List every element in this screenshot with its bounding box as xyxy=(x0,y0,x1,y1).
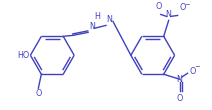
Text: O: O xyxy=(180,3,186,12)
Text: N: N xyxy=(89,22,95,31)
Text: −: − xyxy=(195,64,200,70)
Text: O: O xyxy=(156,2,162,11)
Text: H: H xyxy=(94,12,100,21)
Text: O: O xyxy=(190,67,196,76)
Text: N: N xyxy=(106,15,112,24)
Text: O: O xyxy=(176,94,183,103)
Text: −: − xyxy=(185,3,190,8)
Text: N: N xyxy=(177,75,183,84)
Text: O: O xyxy=(35,89,42,98)
Text: HO: HO xyxy=(17,51,29,60)
Text: N: N xyxy=(166,10,172,19)
